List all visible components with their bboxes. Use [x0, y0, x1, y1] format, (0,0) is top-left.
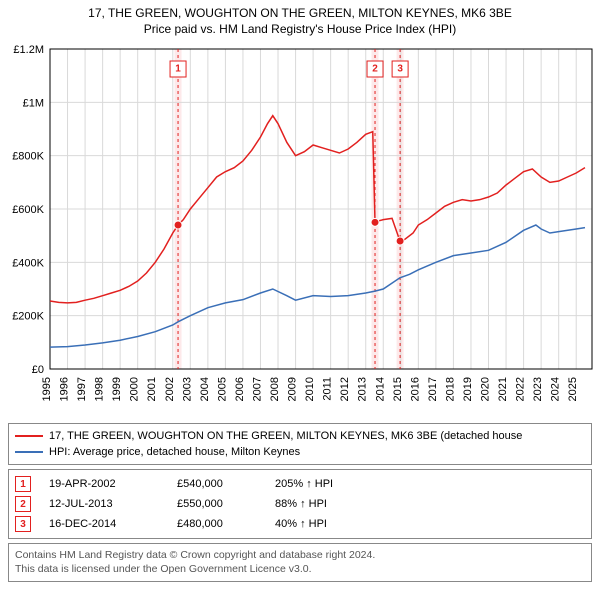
- attribution-footer: Contains HM Land Registry data © Crown c…: [8, 543, 592, 581]
- footer-line-2: This data is licensed under the Open Gov…: [15, 562, 585, 576]
- sale-delta: 88% ↑ HPI: [275, 498, 327, 510]
- legend-swatch: [15, 435, 43, 437]
- sale-date: 16-DEC-2014: [49, 518, 159, 530]
- title-line-2: Price paid vs. HM Land Registry's House …: [8, 22, 592, 38]
- svg-text:2024: 2024: [550, 377, 562, 401]
- svg-text:2009: 2009: [287, 377, 299, 401]
- title-line-1: 17, THE GREEN, WOUGHTON ON THE GREEN, MI…: [8, 6, 592, 22]
- sale-marker: 2: [15, 496, 31, 512]
- svg-text:2005: 2005: [216, 377, 228, 401]
- svg-text:1998: 1998: [94, 377, 106, 401]
- svg-text:2020: 2020: [480, 377, 492, 401]
- line-chart-svg: £0 £200K £400K £600K £800K £1M £1.2M 1995 1996 19…: [0, 39, 600, 419]
- svg-text:2017: 2017: [427, 377, 439, 401]
- sale-marker: 3: [15, 516, 31, 532]
- chart-area: £0 £200K £400K £600K £800K £1M £1.2M 1995 1996 19…: [0, 39, 600, 419]
- svg-text:£400K: £400K: [12, 258, 44, 270]
- svg-text:2008: 2008: [269, 377, 281, 401]
- svg-text:1: 1: [175, 64, 181, 75]
- svg-text:2023: 2023: [532, 377, 544, 401]
- svg-text:2025: 2025: [567, 377, 579, 401]
- sale-marker: 1: [15, 476, 31, 492]
- svg-text:£200K: £200K: [12, 311, 44, 323]
- svg-text:2012: 2012: [339, 377, 351, 401]
- svg-text:2006: 2006: [234, 377, 246, 401]
- svg-text:2007: 2007: [251, 377, 263, 401]
- legend-swatch: [15, 451, 43, 453]
- svg-text:1996: 1996: [59, 377, 71, 401]
- svg-text:2011: 2011: [322, 377, 334, 401]
- svg-text:£0: £0: [32, 364, 44, 376]
- footer-line-1: Contains HM Land Registry data © Crown c…: [15, 548, 585, 562]
- svg-text:2001: 2001: [146, 377, 158, 401]
- sales-row: 2 12-JUL-2013 £550,000 88% ↑ HPI: [15, 494, 585, 514]
- svg-text:2002: 2002: [164, 377, 176, 401]
- svg-text:2: 2: [372, 64, 378, 75]
- legend-label: HPI: Average price, detached house, Milt…: [49, 446, 300, 458]
- sales-row: 3 16-DEC-2014 £480,000 40% ↑ HPI: [15, 514, 585, 534]
- svg-text:£600K: £600K: [12, 204, 44, 216]
- svg-text:2021: 2021: [497, 377, 509, 401]
- svg-text:3: 3: [397, 64, 403, 75]
- svg-text:2004: 2004: [199, 377, 211, 401]
- sale-delta: 40% ↑ HPI: [275, 518, 327, 530]
- sales-table: 1 19-APR-2002 £540,000 205% ↑ HPI 2 12-JUL-20…: [8, 469, 592, 539]
- svg-text:1999: 1999: [111, 377, 123, 401]
- svg-text:1995: 1995: [41, 377, 53, 401]
- legend-box: 17, THE GREEN, WOUGHTON ON THE GREEN, MI…: [8, 423, 592, 465]
- legend-row: HPI: Average price, detached house, Milt…: [15, 444, 585, 460]
- sale-date: 19-APR-2002: [49, 478, 159, 490]
- svg-text:2010: 2010: [304, 377, 316, 401]
- svg-text:2018: 2018: [444, 377, 456, 401]
- sales-row: 1 19-APR-2002 £540,000 205% ↑ HPI: [15, 474, 585, 494]
- svg-text:2022: 2022: [515, 377, 527, 401]
- svg-text:£1.2M: £1.2M: [13, 44, 44, 56]
- svg-text:2015: 2015: [392, 377, 404, 401]
- svg-text:2014: 2014: [374, 377, 386, 401]
- svg-text:1997: 1997: [76, 377, 88, 401]
- svg-text:£800K: £800K: [12, 151, 44, 163]
- svg-text:2019: 2019: [462, 377, 474, 401]
- sale-date: 12-JUL-2013: [49, 498, 159, 510]
- svg-text:2000: 2000: [129, 377, 141, 401]
- sale-price: £480,000: [177, 518, 257, 530]
- legend-label: 17, THE GREEN, WOUGHTON ON THE GREEN, MI…: [49, 430, 522, 442]
- svg-text:2003: 2003: [181, 377, 193, 401]
- legend-row: 17, THE GREEN, WOUGHTON ON THE GREEN, MI…: [15, 428, 585, 444]
- sale-delta: 205% ↑ HPI: [275, 478, 333, 490]
- svg-text:2013: 2013: [357, 377, 369, 401]
- svg-text:2016: 2016: [409, 377, 421, 401]
- chart-title-block: 17, THE GREEN, WOUGHTON ON THE GREEN, MI…: [0, 0, 600, 39]
- svg-text:£1M: £1M: [23, 98, 44, 110]
- sale-price: £540,000: [177, 478, 257, 490]
- sale-price: £550,000: [177, 498, 257, 510]
